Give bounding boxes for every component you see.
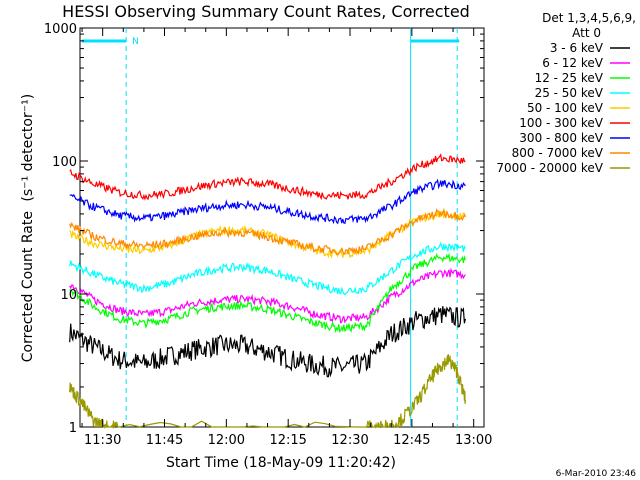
series-line-2 <box>69 252 466 334</box>
x-tick-label: 12:30 <box>331 433 368 448</box>
x-tick-label: 12:45 <box>393 433 430 448</box>
legend-label-7: 800 - 7000 keV <box>512 146 604 160</box>
x-tick-label: 11:45 <box>146 433 183 448</box>
x-axis-label: Start Time (18-May-09 11:20:42) <box>166 455 396 471</box>
legend-label-5: 100 - 300 keV <box>519 116 603 130</box>
x-tick-label: 11:30 <box>84 433 121 448</box>
series-group <box>69 153 466 430</box>
legend-header-line-1: Det 1,3,4,5,6,9, <box>542 11 636 25</box>
series-line-5 <box>69 153 466 201</box>
legend-label-4: 50 - 100 keV <box>527 101 604 115</box>
y-axis-label-unit: (s⁻¹ detector⁻¹) <box>20 94 36 202</box>
night-marker-label: N <box>132 37 139 47</box>
x-axis-ticks: 11:30 11:45 12:00 12:15 12:30 12:45 13:00 <box>81 28 492 448</box>
series-line-3 <box>69 241 466 296</box>
x-tick-label: 12:00 <box>208 433 245 448</box>
legend-label-8: 7000 - 20000 keV <box>496 161 603 175</box>
y-tick-label: 1000 <box>44 22 77 37</box>
y-tick-label: 100 <box>52 155 77 170</box>
series-line-1 <box>69 267 466 324</box>
y-tick-label: 10 <box>60 288 77 303</box>
y-axis-label-name: Corrected Count Rate <box>20 211 36 362</box>
plot-frame <box>79 27 485 428</box>
legend-label-2: 12 - 25 keV <box>535 71 604 85</box>
y-axis-label: Corrected Count Rate (s⁻¹ detector⁻¹) <box>20 94 36 362</box>
series-line-0 <box>69 306 466 378</box>
x-tick-label: 12:15 <box>269 433 306 448</box>
night-band: N <box>82 28 460 427</box>
legend-header-line-2: Att 0 <box>572 26 601 40</box>
chart-title: HESSI Observing Summary Count Rates, Cor… <box>62 2 470 21</box>
series-line-7 <box>69 207 466 256</box>
y-tick-label: 1 <box>69 421 77 436</box>
x-tick-label: 13:00 <box>455 433 492 448</box>
series-line-6 <box>69 178 466 225</box>
legend-label-1: 6 - 12 keV <box>542 56 604 70</box>
legend-label-3: 25 - 50 keV <box>535 86 604 100</box>
legend-label-6: 300 - 800 keV <box>519 131 603 145</box>
footer-date: 6-Mar-2010 23:46 <box>556 469 637 479</box>
y-axis-ticks: 1 10 100 1000 <box>44 22 484 436</box>
legend-label-0: 3 - 6 keV <box>550 41 604 55</box>
